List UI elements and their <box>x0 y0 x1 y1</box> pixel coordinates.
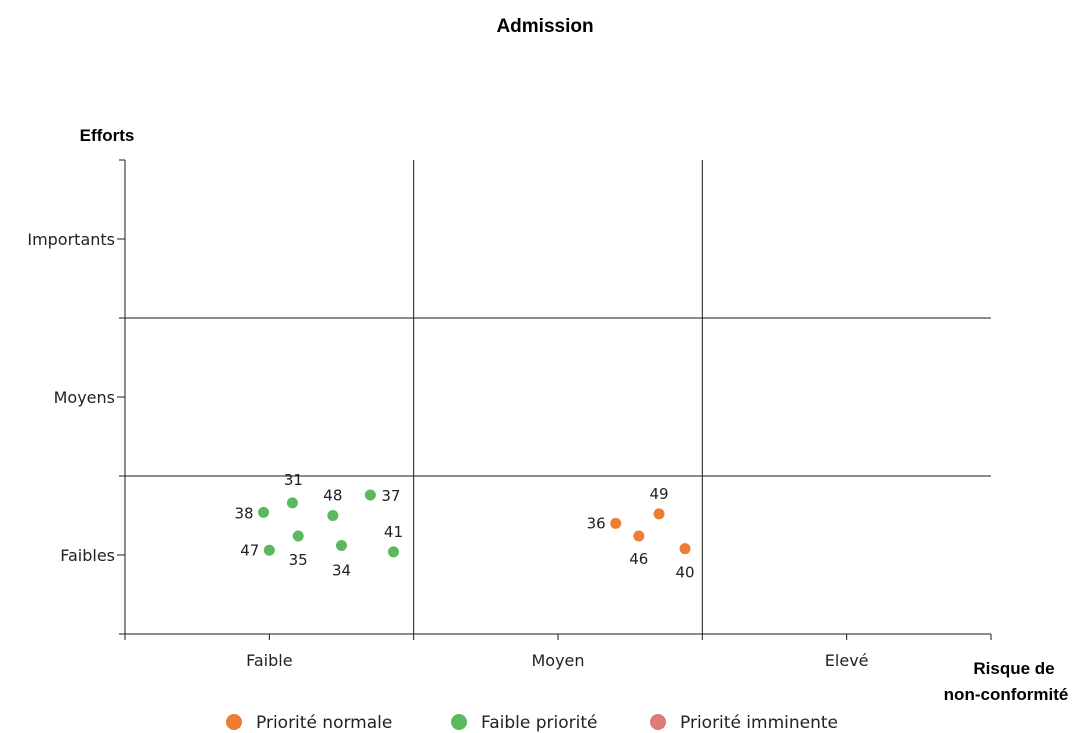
y-tick-label: Importants <box>27 230 115 249</box>
point-label: 34 <box>332 562 351 580</box>
axes: Faible Moyen Elevé Faibles Moyens Importants <box>27 159 992 670</box>
data-point <box>387 546 399 558</box>
data-point <box>336 540 347 552</box>
x-tick-label: Moyen <box>531 651 584 670</box>
point-label: 35 <box>289 551 308 569</box>
point-label: 36 <box>587 514 606 532</box>
legend-label: Priorité normale <box>256 713 392 733</box>
data-point <box>286 497 298 509</box>
legend-marker <box>226 714 242 730</box>
point-label: 38 <box>234 504 253 522</box>
grid <box>119 160 991 634</box>
point-label: 47 <box>240 541 259 559</box>
data-point <box>258 506 270 518</box>
point-label: 46 <box>629 550 648 568</box>
data-point <box>633 530 645 542</box>
data-point <box>292 530 304 542</box>
legend-label: Faible priorité <box>481 713 597 733</box>
y-axis-title: Efforts <box>80 126 135 145</box>
legend-marker <box>451 714 467 730</box>
x-axis-title-line-1: Risque de <box>973 659 1054 678</box>
data-point <box>364 489 376 501</box>
point-label: 41 <box>384 523 403 541</box>
point-label: 37 <box>381 487 400 505</box>
point-label: 31 <box>284 471 303 489</box>
y-tick-label: Moyens <box>54 388 115 407</box>
x-axis-title-line-2: non-conformité <box>944 685 1069 704</box>
point-label: 49 <box>649 485 668 503</box>
point-label: 40 <box>675 564 694 582</box>
data-point <box>263 544 275 556</box>
x-tick-label: Elevé <box>825 651 869 670</box>
chart-title: Admission <box>496 16 593 37</box>
point-label: 48 <box>323 487 342 505</box>
y-tick-label: Faibles <box>60 546 115 565</box>
data-point <box>679 543 691 555</box>
legend: Priorité normale Faible priorité Priorité … <box>226 713 838 733</box>
data-point <box>610 517 622 529</box>
data-point <box>653 508 665 520</box>
data-point <box>327 510 339 521</box>
legend-label: Priorité imminente <box>680 713 838 733</box>
data-points: 36 49 46 40 38 31 48 37 47 35 34 41 <box>234 471 694 582</box>
x-tick-label: Faible <box>246 651 292 670</box>
legend-marker <box>650 714 666 730</box>
